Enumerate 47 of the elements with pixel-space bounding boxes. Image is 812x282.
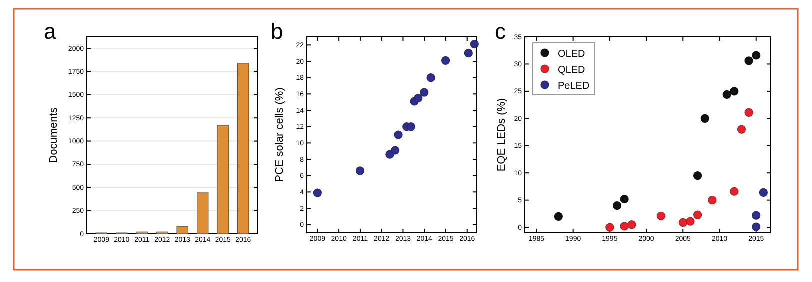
point	[744, 108, 754, 117]
point	[678, 218, 688, 227]
point	[730, 87, 739, 96]
point	[620, 194, 629, 204]
point	[606, 223, 614, 232]
legend-label: OLED	[558, 49, 586, 60]
point	[464, 49, 473, 58]
point	[759, 188, 768, 197]
point	[620, 222, 629, 231]
legend-label: QLED	[558, 65, 586, 76]
point	[700, 114, 710, 123]
point	[470, 40, 479, 49]
point	[722, 90, 732, 99]
point	[313, 188, 322, 198]
point	[737, 125, 746, 134]
legend-label: PeLED	[558, 81, 590, 92]
bar	[237, 63, 250, 234]
point	[554, 212, 563, 221]
point	[752, 222, 761, 232]
point	[686, 217, 695, 226]
point	[426, 74, 436, 82]
point	[656, 212, 666, 220]
bar	[217, 125, 229, 234]
bar	[196, 192, 209, 234]
y-axis-title: PCE solar cells (%)	[274, 88, 286, 182]
chart-title: a	[44, 19, 57, 44]
point	[406, 122, 416, 132]
point	[391, 146, 400, 155]
point	[693, 210, 702, 220]
point	[752, 51, 761, 60]
bar	[176, 226, 188, 234]
chart-title: c	[495, 19, 506, 44]
y-axis-title: EQE LEDs (%)	[496, 98, 508, 172]
point	[744, 56, 754, 66]
point	[693, 172, 702, 180]
point	[708, 196, 717, 205]
point	[356, 166, 365, 176]
point	[612, 201, 622, 210]
point	[394, 130, 403, 140]
point	[752, 211, 761, 220]
y-axis-title: Documents	[48, 107, 60, 164]
point	[730, 187, 739, 196]
point	[414, 94, 423, 103]
point	[420, 88, 429, 97]
chart-title: b	[271, 19, 284, 44]
point	[628, 220, 636, 230]
point	[441, 56, 450, 65]
